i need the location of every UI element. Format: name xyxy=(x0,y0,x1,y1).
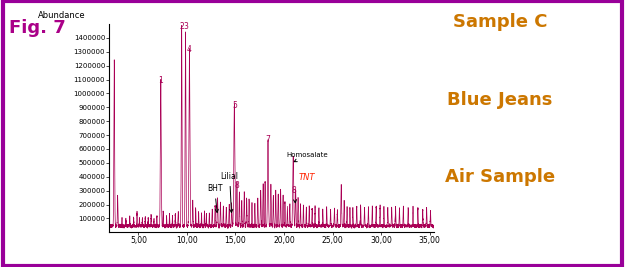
Text: Time→: Time→ xyxy=(93,264,122,267)
Text: 7: 7 xyxy=(266,135,271,144)
Text: Fig. 7: Fig. 7 xyxy=(9,19,66,37)
Text: 3: 3 xyxy=(183,22,188,31)
Text: 1: 1 xyxy=(158,76,163,85)
Text: 2: 2 xyxy=(179,22,184,31)
Text: 8: 8 xyxy=(292,186,297,203)
Text: 5: 5 xyxy=(232,101,237,110)
Text: Lilial: Lilial xyxy=(221,172,239,213)
Text: BHT: BHT xyxy=(207,184,222,213)
Text: 4: 4 xyxy=(187,45,192,54)
Text: Abundance: Abundance xyxy=(38,11,86,20)
Text: Homosalate: Homosalate xyxy=(286,152,328,162)
Text: Blue Jeans: Blue Jeans xyxy=(448,91,552,109)
Text: Air Sample: Air Sample xyxy=(445,168,555,186)
Text: 8: 8 xyxy=(234,181,239,190)
Text: Sample C: Sample C xyxy=(452,13,548,31)
Text: TNT: TNT xyxy=(299,173,316,182)
